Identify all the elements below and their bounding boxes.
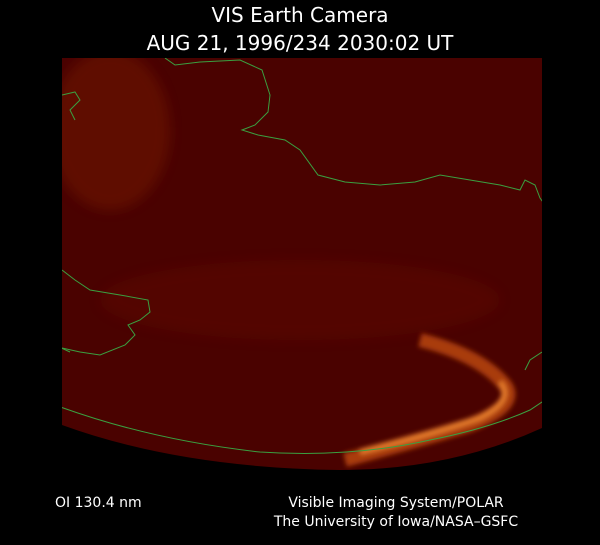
institution-label: The University of Iowa/NASA–GSFC: [273, 514, 519, 530]
earth-image: [62, 58, 542, 470]
coastlines: [62, 58, 542, 454]
wavelength-label: OI 130.4 nm: [55, 495, 142, 511]
instrument-label: Visible Imaging System/POLAR: [288, 495, 504, 511]
subtitle: AUG 21, 1996/234 2030:02 UT: [147, 31, 455, 55]
title: VIS Earth Camera: [211, 3, 388, 27]
